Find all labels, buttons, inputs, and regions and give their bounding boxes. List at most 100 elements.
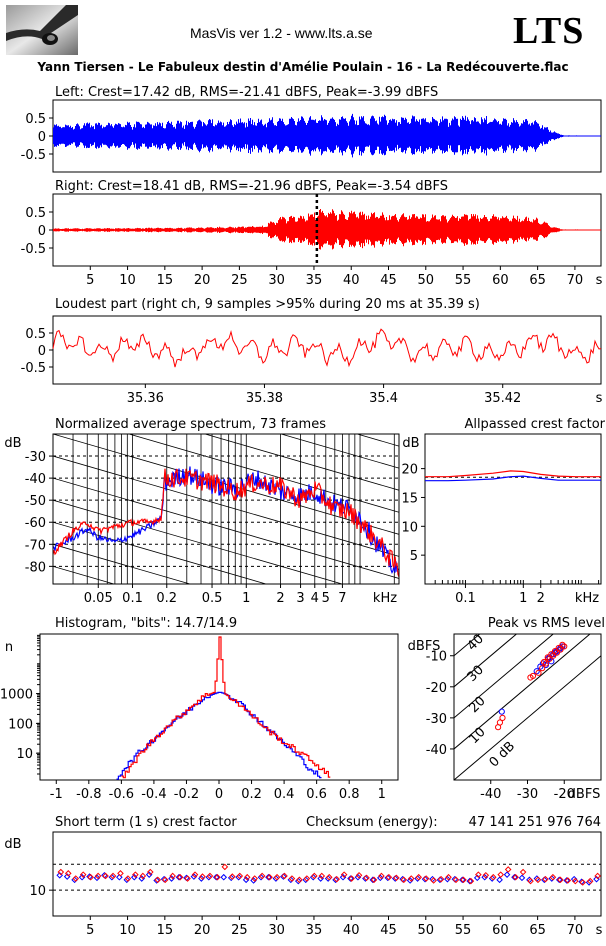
x-tick-label: 55 xyxy=(455,923,472,938)
crest-line-left xyxy=(425,475,601,482)
app-title: MasVis ver 1.2 - www.lts.a.se xyxy=(190,25,373,41)
crest-point-right xyxy=(445,873,452,881)
peak-vs-rms-panel: Peak vs RMS level dBFS 40 30 20 100 dB -10 -20 -… xyxy=(408,616,605,802)
y-tick-label: -0.5 xyxy=(21,361,46,376)
x-tick-label: -1 xyxy=(50,787,63,802)
plot-frame xyxy=(424,433,602,585)
y-tick-label: 0.5 xyxy=(25,206,46,221)
scatter-point-left xyxy=(533,668,540,675)
plot-frame xyxy=(52,433,400,585)
x-tick-label: 15 xyxy=(157,273,174,288)
x-tick-label: 55 xyxy=(455,273,472,288)
x-tick-label: 10 xyxy=(119,273,136,288)
x-tick-label: 4 xyxy=(311,591,319,606)
crest-point-right xyxy=(571,877,579,885)
panel-title: Right: Crest=18.41 dB, RMS=-21.96 dBFS, … xyxy=(55,179,448,194)
y-tick-label: -30 xyxy=(426,712,447,727)
crest-point-right xyxy=(273,873,281,881)
loudest-trace xyxy=(52,328,602,368)
y-unit-label: dB xyxy=(4,436,21,451)
scatter-point-right xyxy=(540,658,548,666)
crest-point-left xyxy=(511,873,518,881)
crest-point-right xyxy=(512,873,519,881)
x-tick-label: 20 xyxy=(194,273,211,288)
y-tick-label: -70 xyxy=(25,538,46,553)
crest-point-left xyxy=(250,877,257,884)
crest-diagonal-line xyxy=(454,655,601,780)
crest-point-right xyxy=(184,875,191,882)
x-tick-label: 0.2 xyxy=(156,591,177,606)
y-tick-label: 0 xyxy=(38,130,46,145)
x-tick-label: 60 xyxy=(492,923,509,938)
crest-point-right xyxy=(527,877,534,885)
crest-point-left xyxy=(220,873,228,881)
x-unit-label: dBFS xyxy=(568,787,601,802)
crest-point-right xyxy=(109,872,117,880)
crest-point-right xyxy=(191,871,199,878)
x-tick-label: -0.2 xyxy=(174,787,199,802)
crest-point-left xyxy=(377,874,384,882)
y-tick-label: -40 xyxy=(25,472,46,487)
crest-point-right xyxy=(199,873,206,880)
histogram-panel: Histogram, "bits": 14.7/14.9n100010010-1… xyxy=(0,616,399,802)
crest-point-left xyxy=(212,873,220,881)
crest-point-right xyxy=(437,875,445,883)
crest-point-right xyxy=(57,868,65,876)
histogram-line-right xyxy=(121,636,331,779)
crest-point-left xyxy=(555,876,563,884)
crest-point-right xyxy=(281,872,288,880)
crest-point-right xyxy=(467,877,475,885)
x-tick-label: 3 xyxy=(296,591,304,606)
panel-title: Allpassed crest factor xyxy=(464,417,605,432)
y-tick-label: 100 xyxy=(8,717,33,732)
crest-point-left xyxy=(265,873,272,881)
y-tick-label: -50 xyxy=(25,494,46,509)
x-unit-label: s xyxy=(596,391,603,406)
crest-point-right xyxy=(586,877,594,885)
x-tick-label: 70 xyxy=(567,273,584,288)
crest-point-right xyxy=(460,876,467,884)
crest-point-right xyxy=(340,871,348,878)
x-tick-label: 40 xyxy=(343,923,360,938)
x-tick-label: 2 xyxy=(276,591,284,606)
loudest-part-panel: Loudest part (right ch, 9 samples >95% d… xyxy=(21,297,603,406)
checksum-value: 47 141 251 976 764 xyxy=(469,815,601,830)
crest-point-left xyxy=(466,877,474,885)
crest-point-left xyxy=(406,877,414,884)
slope-line xyxy=(53,434,399,535)
y-tick-label: 0.5 xyxy=(25,112,46,127)
panel-title: Left: Crest=17.42 dB, RMS=-21.41 dBFS, P… xyxy=(55,85,438,100)
slope-line xyxy=(203,434,399,491)
crest-point-right xyxy=(221,863,229,871)
crest-point-right xyxy=(303,875,311,882)
crest-point-left xyxy=(481,873,488,881)
crest-point-right xyxy=(117,870,124,877)
waveform-trace xyxy=(53,209,601,250)
x-tick-label: 0.1 xyxy=(122,591,143,606)
x-tick-label: 0.6 xyxy=(306,787,327,802)
crest-point-right xyxy=(214,873,221,881)
x-tick-label: 1 xyxy=(378,787,386,802)
crest-point-right xyxy=(370,876,378,884)
x-tick-label: 0.2 xyxy=(241,787,262,802)
crest-point-left xyxy=(347,875,354,882)
crest-point-right xyxy=(266,873,273,881)
crest-point-left xyxy=(198,875,205,882)
x-tick-label: 50 xyxy=(418,923,435,938)
crest-point-right xyxy=(102,872,109,880)
y-tick-label: -30 xyxy=(25,450,46,465)
y-tick-label: 10 xyxy=(29,884,46,899)
x-tick-label: 35.36 xyxy=(127,391,164,406)
crest-point-right xyxy=(430,877,437,884)
slope-line xyxy=(53,280,399,380)
crest-point-right xyxy=(139,872,147,880)
crest-point-right xyxy=(146,868,154,876)
scatter-point-right xyxy=(529,672,537,680)
x-tick-label: 0 xyxy=(215,787,223,802)
allpass-crest-panel: Allpassed crest factor dB 20 15 10 5 0.1 1 2 kHz xyxy=(401,417,605,606)
crest-point-left xyxy=(563,877,571,884)
slope-line xyxy=(53,455,399,557)
diagonal-label: 30 xyxy=(465,663,487,685)
crest-point-right xyxy=(564,877,572,884)
